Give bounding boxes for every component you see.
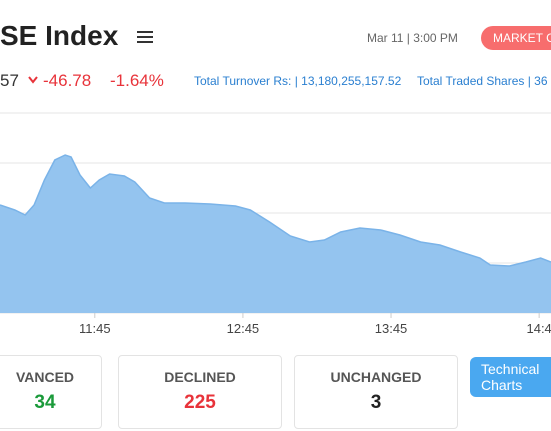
stat-label: VANCED bbox=[15, 369, 75, 385]
traded-shares: Total Traded Shares | 36 bbox=[417, 74, 548, 88]
stat-box: DECLINED 225 bbox=[118, 355, 282, 429]
x-tick-label: 13:45 bbox=[375, 321, 408, 336]
chart: 11:45 12:45 13:45 14:4 bbox=[0, 112, 551, 336]
area bbox=[0, 155, 551, 313]
change: -46.78 bbox=[43, 71, 92, 90]
stat-box: VANCED 34 bbox=[0, 355, 102, 429]
datetime: Mar 11 | 3:00 PM bbox=[367, 31, 458, 45]
stat-label: UNCHANGED bbox=[330, 369, 422, 385]
stat-box: UNCHANGED 3 bbox=[294, 355, 458, 429]
index-title: SE Index bbox=[0, 20, 119, 51]
area-line bbox=[0, 154, 551, 267]
stat-value: 34 bbox=[34, 392, 56, 413]
index-value: 57 bbox=[0, 71, 19, 90]
stat-value: 225 bbox=[184, 392, 216, 413]
turnover: Total Turnover Rs: | 13,180,255,157.52 bbox=[194, 74, 402, 88]
down-caret bbox=[28, 76, 38, 84]
menu-icon[interactable] bbox=[137, 30, 155, 46]
stat-value: 3 bbox=[370, 392, 382, 413]
x-tick-label: 11:45 bbox=[79, 321, 111, 336]
change-percent: -1.64% bbox=[110, 71, 164, 90]
x-tick-label: 14:4 bbox=[526, 321, 551, 336]
technical-charts-button[interactable]: Technical Charts bbox=[470, 357, 551, 397]
market-status: MARKET C bbox=[481, 26, 551, 50]
x-tick-label: 12:45 bbox=[227, 321, 260, 336]
stat-label: DECLINED bbox=[164, 369, 236, 385]
